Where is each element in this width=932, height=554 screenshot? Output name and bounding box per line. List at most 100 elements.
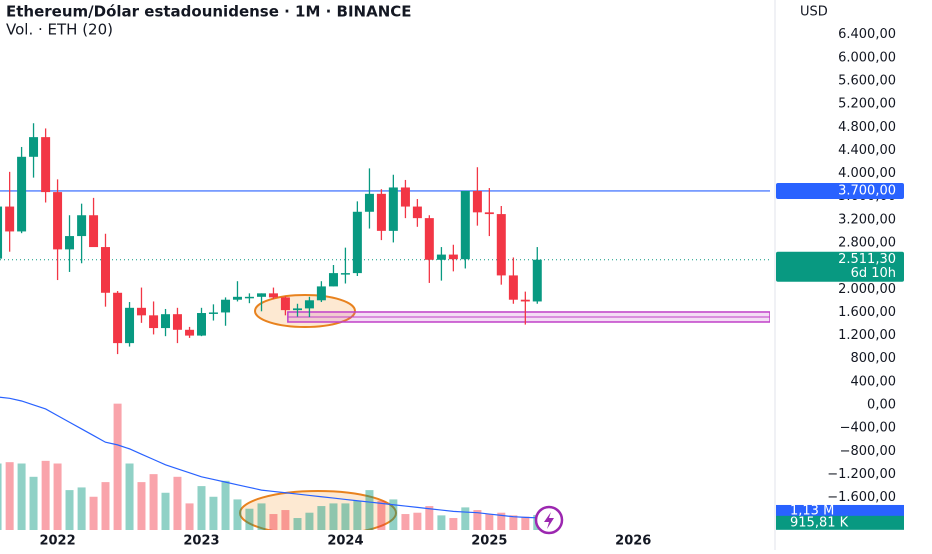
icon-bolt[interactable]: [544, 512, 554, 529]
y-tick-label: −400,00: [840, 421, 896, 436]
candle-body: [292, 308, 302, 311]
volume-bar: [137, 482, 146, 530]
candle-body: [436, 254, 446, 260]
candle-body: [508, 275, 518, 300]
candle-body: [484, 212, 494, 215]
candle-body: [17, 156, 27, 232]
y-tick-label: 3.200,00: [838, 212, 896, 227]
y-tick-label: 5.200,00: [838, 97, 896, 112]
volume-bar: [377, 500, 386, 530]
volume-bar: [173, 476, 182, 530]
alert-icon[interactable]: [534, 505, 564, 535]
candle-body: [304, 300, 314, 309]
volume-bar: [269, 514, 278, 530]
volume-bar: [353, 500, 362, 530]
x-tick-label: 2022: [39, 534, 75, 549]
volume-bar: [293, 518, 302, 530]
y-tick-label: 4.400,00: [838, 143, 896, 158]
y-tick-label: 4.800,00: [838, 120, 896, 135]
candle-body: [412, 206, 422, 219]
y-tick-label: 6.400,00: [838, 27, 896, 42]
candle-body: [376, 193, 386, 231]
volume-bar: [17, 463, 26, 530]
countdown-label: 6d 10h: [851, 266, 896, 281]
candle-body: [496, 214, 506, 276]
candle-body: [77, 215, 87, 237]
volume-ma-label-bg: [776, 515, 904, 530]
last-price-label: 2.511,30: [838, 252, 896, 267]
volume-bar: [41, 460, 50, 530]
candle-body: [340, 273, 350, 275]
volume-bar: [209, 496, 218, 530]
volume-ma-label: 915,81 K: [790, 515, 849, 530]
volume-bar: [77, 487, 86, 530]
currency-label: USD: [800, 5, 828, 20]
volume-bar: [509, 515, 518, 530]
x-tick-label: 2026: [615, 534, 651, 549]
y-tick-label: 400,00: [851, 374, 897, 389]
y-tick-label: 2.800,00: [838, 236, 896, 251]
volume-bar: [473, 510, 482, 530]
volume-bar: [365, 490, 374, 530]
volume-ma-line: [0, 396, 538, 519]
candle-body: [316, 286, 326, 301]
volume-bar: [521, 516, 530, 530]
volume-bar: [341, 503, 350, 530]
y-tick-label: 1.600,00: [838, 305, 896, 320]
plot-area: [0, 123, 770, 530]
candle-body: [520, 299, 530, 302]
volume-bar: [5, 462, 14, 530]
candle-body: [280, 297, 290, 311]
chart-subtitle: Vol. · ETH (20): [6, 21, 113, 39]
candle-body: [136, 307, 146, 316]
highlight-ellipse: [254, 294, 356, 328]
volume-bar: [449, 518, 458, 530]
volume-bar: [425, 506, 434, 530]
candle-body: [472, 190, 482, 213]
volume-bar: [329, 503, 338, 530]
volume-bar: [317, 506, 326, 530]
candle-body: [0, 206, 3, 259]
y-tick-label: 4.000,00: [838, 166, 896, 181]
candle-body: [244, 296, 254, 299]
candle-body: [424, 218, 434, 260]
candle-body: [65, 236, 75, 250]
candle-body: [29, 137, 39, 157]
y-tick-label: 6.000,00: [838, 50, 896, 65]
volume-bar: [497, 512, 506, 530]
volume-bar: [29, 476, 38, 530]
candle-body: [100, 247, 110, 293]
volume-bar: [413, 512, 422, 530]
candle-body: [41, 137, 51, 193]
y-tick-label: 1.200,00: [838, 328, 896, 343]
volume-label: 1,13 M: [790, 503, 834, 518]
candle-body: [448, 254, 458, 260]
y-tick-label: 5.600,00: [838, 74, 896, 89]
candle-body: [532, 259, 542, 302]
candle-body: [328, 273, 338, 287]
volume-bar: [125, 463, 134, 530]
candle-body: [113, 292, 123, 344]
volume-label-bg: [776, 504, 904, 517]
candle-body: [172, 314, 182, 330]
candle-body: [149, 315, 159, 329]
hline-label-bg: [776, 182, 904, 199]
candle-body: [125, 307, 135, 344]
volume-bar: [461, 507, 470, 530]
volume-bar: [53, 463, 62, 530]
candle-body: [89, 215, 99, 248]
volume-bar: [401, 514, 410, 530]
candle-body: [364, 193, 374, 212]
volume-bar: [89, 496, 98, 530]
hline-label: 3.700,00: [838, 183, 896, 198]
candle-body: [257, 293, 267, 297]
volume-bar: [245, 508, 254, 530]
x-tick-label: 2023: [183, 534, 219, 549]
volume-bar: [197, 486, 206, 530]
volume-bar: [305, 512, 314, 530]
candle-body: [161, 314, 171, 329]
volume-bar: [0, 463, 2, 530]
candle-body: [352, 211, 362, 274]
volume-bar: [161, 492, 170, 530]
